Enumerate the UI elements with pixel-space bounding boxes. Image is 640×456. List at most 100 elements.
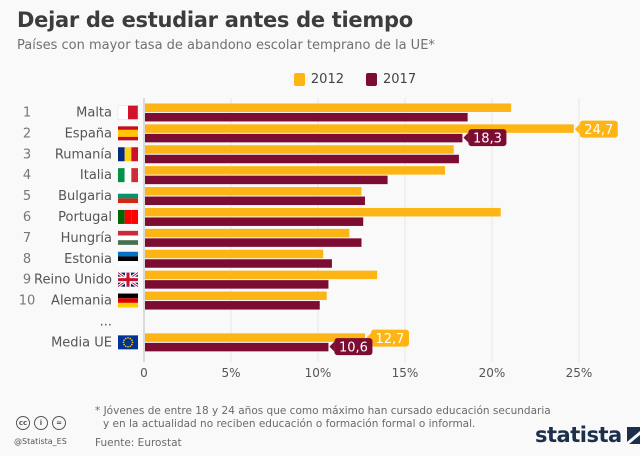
data-label-box <box>579 120 618 138</box>
legend-item-2012: 2012 <box>224 72 344 87</box>
rank-label: 2 <box>23 126 31 141</box>
flag-eu-star <box>124 345 127 348</box>
rank-label: 8 <box>23 252 31 267</box>
x-tick-label: 0 <box>140 366 148 380</box>
flag-es-icon <box>118 136 138 141</box>
flag-hu-icon <box>118 230 138 236</box>
flag-ro-icon <box>124 147 132 162</box>
footnote: * Jóvenes de entre 18 y 24 años que como… <box>95 405 551 431</box>
category-label: Italia <box>80 168 112 183</box>
bar-2017 <box>145 154 459 164</box>
bar-2017 <box>145 238 362 247</box>
flag-es-icon <box>118 133 138 137</box>
data-label-box <box>334 338 373 356</box>
chart-subtitle: Países con mayor tasa de abandono escola… <box>17 38 435 53</box>
category-label: Bulgaria <box>58 189 112 204</box>
flag-mt-icon <box>117 105 139 120</box>
legend-label-2012: 2012 <box>310 72 344 87</box>
bar-2012 <box>145 124 574 133</box>
bar-2012 <box>145 249 324 259</box>
statista-logo[interactable]: statista <box>535 423 640 447</box>
data-label-pointer <box>574 124 580 135</box>
flag-eu-star <box>131 343 133 346</box>
flag-es-icon <box>118 126 138 130</box>
x-tick-label: 25% <box>566 366 593 380</box>
bar-2012 <box>145 166 446 175</box>
flag-eu-star <box>127 337 129 339</box>
no-derivatives-icon: = <box>52 416 66 430</box>
rank-label: 5 <box>23 189 31 204</box>
category-label: Malta <box>76 105 112 120</box>
bar-2012 <box>145 291 327 301</box>
bar-2012 <box>145 103 512 112</box>
data-label: 12,7 <box>376 332 405 347</box>
rank-label: 10 <box>19 294 36 309</box>
flag-eu-star <box>124 337 127 340</box>
bar-2017 <box>145 280 329 289</box>
flag-hu-icon <box>118 240 138 245</box>
flag-pt-icon <box>118 209 125 224</box>
x-tick-label: 15% <box>392 366 419 380</box>
flag-ro-icon <box>131 147 138 162</box>
flag-ee-icon <box>118 256 138 262</box>
attribution-icon: i <box>34 416 48 430</box>
x-tick-label: 5% <box>221 366 240 380</box>
bar-2012 <box>145 207 501 217</box>
flag-ee-icon <box>118 251 138 257</box>
flag-gb-icon <box>118 278 138 282</box>
flag-it-icon <box>124 168 132 183</box>
category-label: Rumanía <box>55 147 112 162</box>
flag-eu-star <box>123 343 125 346</box>
category-label: Hungría <box>61 231 112 246</box>
flag-ee-icon <box>118 261 138 266</box>
flag-mt-icon <box>118 105 128 120</box>
category-label: Alemania <box>51 294 112 309</box>
data-label-pointer <box>463 132 469 143</box>
data-label-box <box>468 129 507 147</box>
flag-hu-icon <box>118 235 138 241</box>
rank-label: 3 <box>23 147 31 162</box>
logo-text: statista <box>535 423 622 447</box>
flag-bg-icon <box>118 193 138 199</box>
flag-ro-icon <box>118 147 125 162</box>
flag-eu-icon <box>118 335 138 350</box>
bar-2017 <box>145 112 468 122</box>
flag-eu-star <box>122 341 125 344</box>
data-label: 10,6 <box>339 341 368 356</box>
flag-it-icon <box>131 168 138 183</box>
bar-2012 <box>145 270 378 280</box>
chart-title: Dejar de estudiar antes de tiempo <box>17 8 413 32</box>
flag-es-icon <box>118 129 138 134</box>
rank-label: 1 <box>23 105 31 120</box>
flag-eu-star <box>127 346 129 348</box>
flag-de-icon <box>118 298 138 303</box>
rank-label: 4 <box>23 168 31 183</box>
legend-item-2017: 2017 <box>366 72 416 87</box>
flag-pt-icon <box>124 209 132 224</box>
bar-2017 <box>145 342 329 352</box>
bar-2017 <box>145 217 364 226</box>
flag-bg-icon <box>118 189 138 194</box>
legend: 2012 2017 <box>0 72 640 87</box>
bar-2017 <box>145 175 388 185</box>
footnote-line-1: * Jóvenes de entre 18 y 24 años que como… <box>95 405 551 417</box>
bar-2012 <box>145 333 365 342</box>
category-label: Reino Unido <box>34 273 112 288</box>
flag-pt-icon <box>131 209 138 224</box>
source-text: Fuente: Eurostat <box>95 437 182 449</box>
rank-label: 6 <box>23 210 31 225</box>
flag-eu-star <box>129 345 132 348</box>
data-label: 24,7 <box>584 123 613 138</box>
legend-swatch-2017 <box>366 73 377 86</box>
bar-2017 <box>145 133 463 143</box>
category-label: Portugal <box>58 210 112 225</box>
legend-swatch-2012 <box>293 73 305 86</box>
statista-mark-icon <box>626 426 640 444</box>
data-label: 18,3 <box>473 132 502 147</box>
twitter-handle: @Statista_ES <box>14 437 67 446</box>
cc-icon: cc <box>16 416 30 430</box>
category-label: Estonia <box>64 252 112 267</box>
flag-bg-icon <box>118 198 138 204</box>
x-tick-label: 10% <box>305 366 332 380</box>
flag-de-icon <box>118 293 138 299</box>
